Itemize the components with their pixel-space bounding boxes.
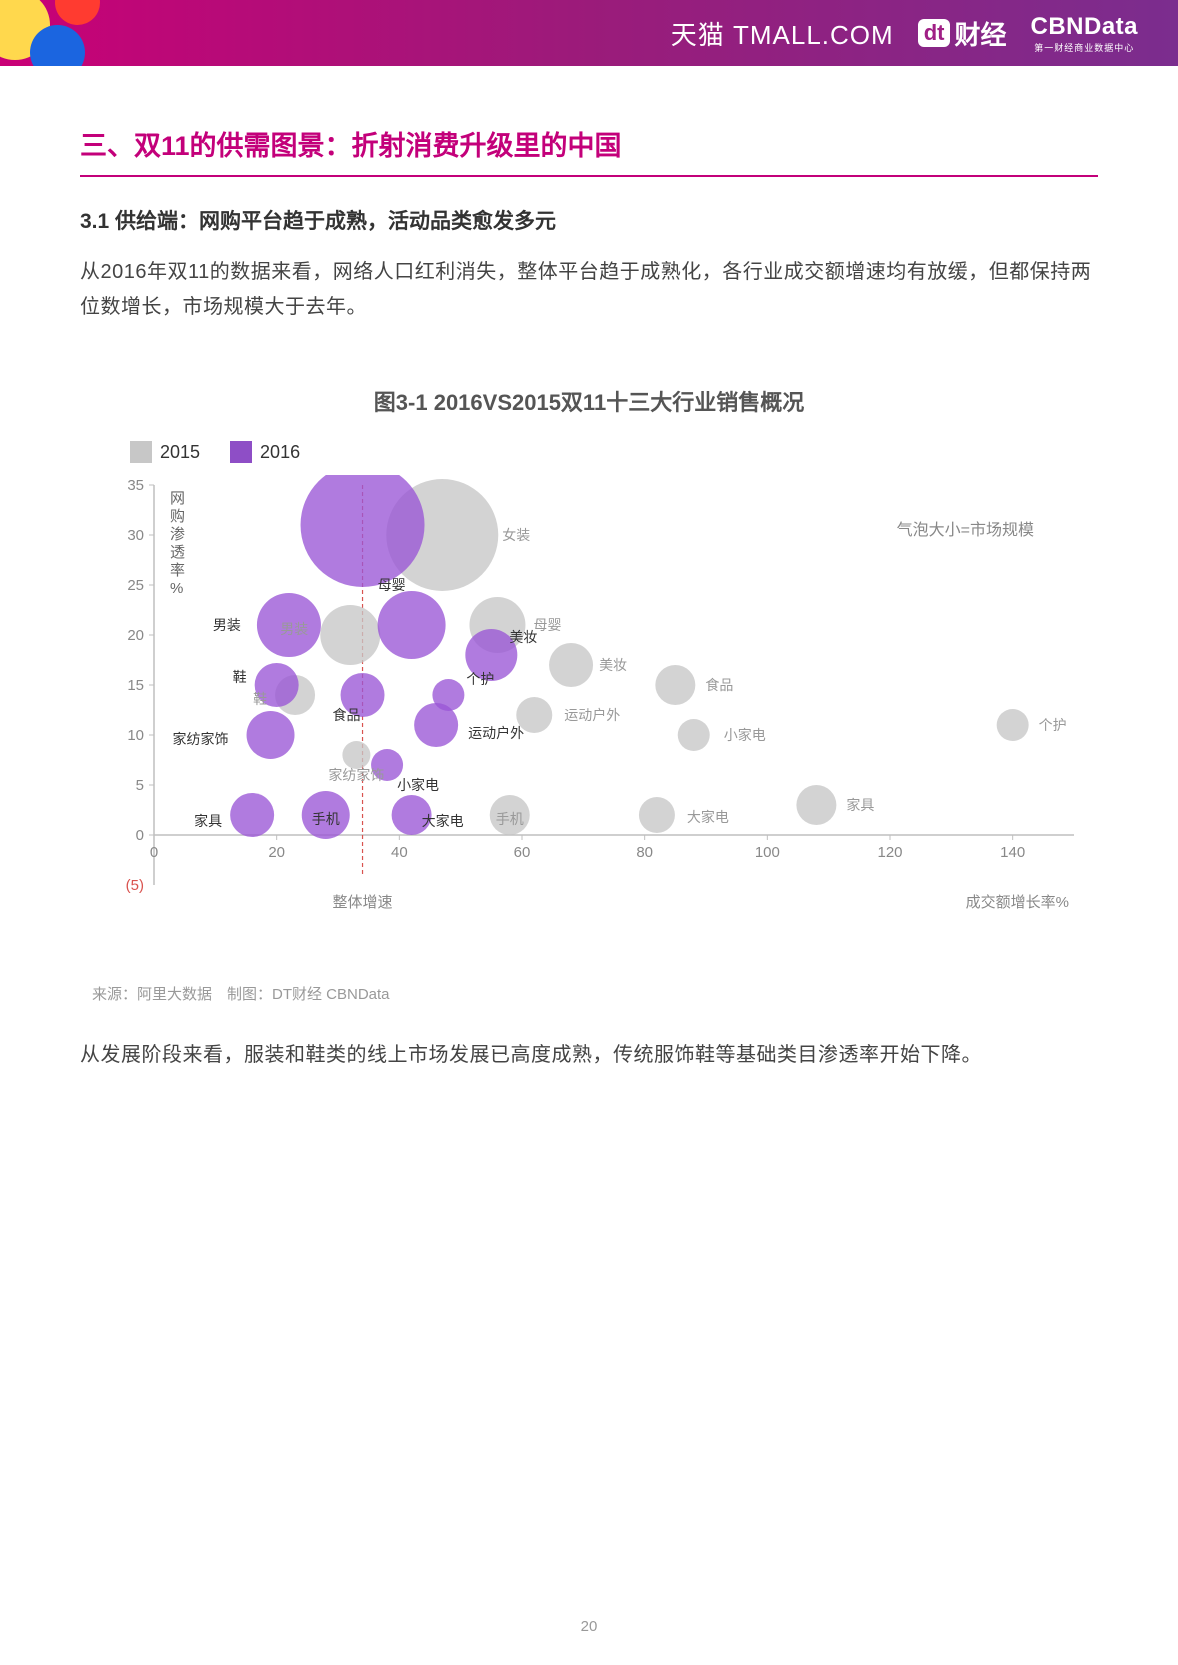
svg-text:20: 20 bbox=[127, 627, 144, 644]
page-number: 20 bbox=[0, 1618, 1178, 1635]
svg-text:购: 购 bbox=[170, 508, 185, 525]
bubble-2015 bbox=[549, 643, 593, 687]
legend-swatch-2015 bbox=[130, 441, 152, 463]
bubble-2016 bbox=[230, 793, 274, 837]
svg-text:15: 15 bbox=[127, 677, 144, 694]
bubble-2015 bbox=[997, 709, 1029, 741]
chart-legend: 2015 2016 bbox=[80, 441, 1098, 463]
cbn-main: CBNData bbox=[1030, 13, 1138, 41]
svg-text:鞋: 鞋 bbox=[253, 691, 267, 707]
bubble-2015 bbox=[342, 741, 370, 769]
decor-blob-blue bbox=[30, 25, 85, 66]
bubble-chart: 0 5 10 15 20 25 30 35 (5) 0 20 40 60 80 100 120 140 整体增速 网… bbox=[84, 475, 1094, 955]
logo-cbndata: CBNData 第一财经商业数据中心 bbox=[1030, 13, 1138, 54]
svg-text:%: % bbox=[170, 580, 183, 597]
bubble-2015 bbox=[655, 665, 695, 705]
svg-text:食品: 食品 bbox=[333, 707, 361, 723]
svg-text:20: 20 bbox=[268, 844, 285, 861]
svg-text:手机: 手机 bbox=[496, 811, 524, 827]
svg-text:美妆: 美妆 bbox=[599, 657, 627, 673]
section-title: 三、双11的供需图景：折射消费升级里的中国 bbox=[80, 124, 1098, 163]
svg-text:个护: 个护 bbox=[1039, 717, 1067, 733]
svg-text:120: 120 bbox=[877, 844, 902, 861]
page-header: 天猫 TMALL.COM dt 财经 CBNData 第一财经商业数据中心 bbox=[0, 0, 1178, 66]
bubble-2016 bbox=[247, 711, 295, 759]
logo-tmall: 天猫 TMALL.COM bbox=[671, 15, 894, 52]
chart-wrapper: 图3-1 2016VS2015双11十三大行业销售概况 2015 2016 05… bbox=[80, 385, 1098, 1004]
svg-text:女装: 女装 bbox=[502, 527, 530, 543]
svg-text:家纺家饰: 家纺家饰 bbox=[328, 767, 384, 783]
svg-text:母婴: 母婴 bbox=[378, 577, 406, 593]
bubble-2015 bbox=[639, 797, 675, 833]
svg-text:家具: 家具 bbox=[194, 813, 222, 829]
svg-text:男装: 男装 bbox=[213, 617, 241, 633]
svg-text:母婴: 母婴 bbox=[533, 617, 561, 633]
paragraph-1: 从2016年双11的数据来看，网络人口红利消失，整体平台趋于成熟化，各行业成交额… bbox=[80, 255, 1098, 325]
bubble-2016 bbox=[378, 591, 446, 659]
svg-text:60: 60 bbox=[514, 844, 531, 861]
svg-text:小家电: 小家电 bbox=[724, 727, 766, 743]
legend-label-2016: 2016 bbox=[260, 442, 300, 463]
svg-text:0: 0 bbox=[136, 827, 144, 844]
chart-source: 来源：阿里大数据 制图：DT财经 CBNData bbox=[80, 983, 1098, 1004]
svg-text:网: 网 bbox=[170, 490, 185, 507]
legend-item-2016: 2016 bbox=[230, 441, 300, 463]
svg-text:美妆: 美妆 bbox=[509, 629, 537, 645]
svg-text:小家电: 小家电 bbox=[397, 777, 439, 793]
svg-text:率: 率 bbox=[170, 562, 185, 579]
svg-text:35: 35 bbox=[127, 477, 144, 494]
svg-text:家纺家饰: 家纺家饰 bbox=[173, 731, 229, 747]
svg-text:食品: 食品 bbox=[705, 677, 733, 693]
svg-text:成交额增长率%: 成交额增长率% bbox=[966, 893, 1069, 911]
svg-text:大家电: 大家电 bbox=[687, 809, 729, 825]
decor-blob-red bbox=[55, 0, 100, 25]
paragraph-2: 从发展阶段来看，服装和鞋类的线上市场发展已高度成熟，传统服饰鞋等基础类目渗透率开… bbox=[80, 1038, 1098, 1073]
title-divider bbox=[80, 175, 1098, 177]
bubble-2015 bbox=[678, 719, 710, 751]
bubble-2015 bbox=[320, 605, 380, 665]
svg-text:整体增速: 整体增速 bbox=[333, 894, 393, 911]
legend-swatch-2016 bbox=[230, 441, 252, 463]
subsection-title: 3.1 供给端：网购平台趋于成熟，活动品类愈发多元 bbox=[80, 205, 1098, 235]
svg-text:男装: 男装 bbox=[280, 621, 308, 637]
svg-text:40: 40 bbox=[391, 844, 408, 861]
svg-text:140: 140 bbox=[1000, 844, 1025, 861]
chart-svg: 0 5 10 15 20 25 30 35 (5) 0 20 40 60 80 100 120 140 整体增速 网… bbox=[84, 475, 1094, 955]
svg-text:大家电: 大家电 bbox=[422, 813, 464, 829]
bubble-2016 bbox=[414, 703, 458, 747]
logo-dt: dt 财经 bbox=[918, 15, 1007, 52]
svg-text:透: 透 bbox=[170, 544, 185, 561]
svg-text:渗: 渗 bbox=[170, 526, 185, 543]
chart-title: 图3-1 2016VS2015双11十三大行业销售概况 bbox=[80, 385, 1098, 417]
svg-text:5: 5 bbox=[136, 777, 144, 794]
bubble-2015 bbox=[796, 785, 836, 825]
svg-text:80: 80 bbox=[636, 844, 653, 861]
svg-text:个护: 个护 bbox=[466, 671, 494, 687]
svg-text:家具: 家具 bbox=[846, 797, 874, 813]
svg-text:运动户外: 运动户外 bbox=[564, 707, 620, 723]
svg-text:25: 25 bbox=[127, 577, 144, 594]
svg-text:运动户外: 运动户外 bbox=[468, 725, 524, 741]
svg-text:(5): (5) bbox=[126, 877, 144, 894]
page-content: 三、双11的供需图景：折射消费升级里的中国 3.1 供给端：网购平台趋于成熟，活… bbox=[0, 66, 1178, 1073]
svg-text:0: 0 bbox=[150, 844, 158, 861]
svg-text:100: 100 bbox=[755, 844, 780, 861]
dt-badge: dt bbox=[918, 19, 951, 47]
svg-text:10: 10 bbox=[127, 727, 144, 744]
dt-text: 财经 bbox=[954, 15, 1006, 52]
svg-text:手机: 手机 bbox=[312, 811, 340, 827]
cbn-sub: 第一财经商业数据中心 bbox=[1034, 41, 1134, 54]
legend-label-2015: 2015 bbox=[160, 442, 200, 463]
legend-item-2015: 2015 bbox=[130, 441, 200, 463]
svg-text:气泡大小=市场规模: 气泡大小=市场规模 bbox=[897, 521, 1034, 539]
svg-text:鞋: 鞋 bbox=[233, 669, 247, 685]
svg-text:30: 30 bbox=[127, 527, 144, 544]
